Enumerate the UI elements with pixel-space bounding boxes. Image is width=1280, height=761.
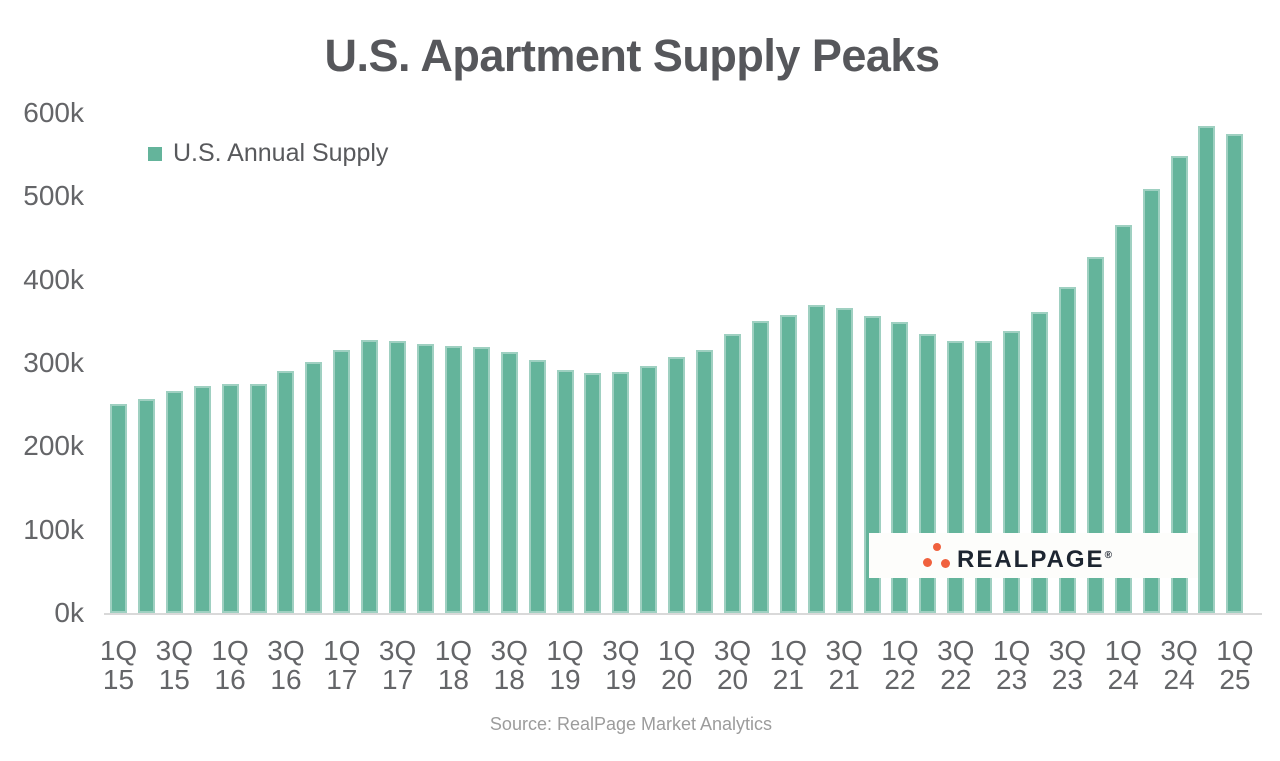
bar (1170, 155, 1188, 613)
bar (277, 370, 295, 613)
bar (556, 369, 574, 613)
bar (137, 398, 155, 613)
bar (668, 357, 686, 613)
x-axis-label: 3Q 24 (1160, 635, 1198, 695)
bar (333, 349, 351, 613)
bar (361, 339, 379, 613)
bar (528, 359, 546, 613)
bar (444, 345, 462, 613)
bar (417, 343, 434, 613)
bar (1198, 126, 1216, 613)
bar (472, 347, 490, 613)
bar (640, 366, 658, 613)
bar (696, 349, 714, 613)
realpage-wordmark: REALPAGE® (957, 546, 1112, 573)
y-axis-label: 100k (23, 513, 84, 545)
source-note: Source: RealPage Market Analytics (489, 714, 773, 734)
registered-mark: ® (1104, 550, 1112, 561)
realpage-three-dots-icon (923, 543, 951, 569)
bar (110, 403, 127, 613)
y-axis-label: 200k (23, 430, 84, 462)
chart-title: U.S. Apartment Supply Peaks (324, 30, 940, 81)
bar (1086, 257, 1104, 613)
x-axis-label: 1Q 15 (99, 635, 138, 695)
bar (249, 383, 267, 613)
legend-swatch-icon (148, 146, 162, 161)
legend-label: U.S. Annual Supply (173, 139, 389, 167)
x-axis-label: 3Q 23 (1048, 635, 1087, 695)
x-axis-label: 1Q 22 (881, 635, 919, 695)
bar (724, 333, 742, 613)
logo-dot-top (933, 543, 941, 551)
bar (221, 383, 239, 613)
x-axis-label: 1Q 16 (211, 635, 249, 695)
bar (584, 373, 602, 613)
bar (193, 386, 211, 613)
bar (389, 340, 407, 613)
y-axis-label: 500k (23, 180, 84, 212)
x-axis-label: 3Q 18 (490, 635, 528, 695)
x-axis-label: 1Q 21 (769, 635, 807, 695)
bar (779, 314, 797, 613)
y-axis-label: 300k (23, 347, 84, 378)
x-axis-label: 3Q 21 (825, 635, 863, 695)
y-axis-label: 0k (54, 597, 84, 628)
x-axis-line (104, 613, 1262, 615)
bar (1226, 133, 1244, 613)
x-axis-label: 3Q 15 (155, 635, 193, 695)
x-axis-label: 3Q 19 (602, 635, 640, 695)
bar (500, 352, 518, 613)
x-axis-label: 3Q 16 (267, 635, 305, 695)
legend: U.S. Annual Supply (148, 139, 388, 168)
bar (835, 308, 853, 613)
x-axis-label: 3Q 22 (937, 635, 975, 695)
bar (751, 320, 769, 613)
bar (612, 372, 630, 613)
y-axis-label: 400k (23, 263, 84, 295)
x-axis-label: 3Q 17 (378, 635, 417, 695)
x-axis-label: 1Q 25 (1216, 635, 1254, 695)
bar (1142, 188, 1160, 613)
x-axis-label: 1Q 23 (992, 635, 1031, 695)
y-axis-label: 600k (23, 97, 84, 128)
bar (1058, 287, 1076, 613)
x-axis-label: 1Q 17 (323, 635, 361, 695)
bar (807, 304, 825, 613)
bar (305, 362, 323, 613)
logo-dot-left (923, 558, 932, 567)
x-axis-label: 1Q 19 (546, 635, 584, 695)
x-axis-label: 3Q 20 (713, 635, 752, 695)
x-axis-label: 1Q 24 (1104, 635, 1142, 695)
realpage-logo: REALPAGE® (869, 533, 1198, 578)
bar (165, 391, 183, 613)
bar (1114, 224, 1132, 613)
x-axis-label: 1Q 20 (658, 635, 696, 695)
x-axis-label: 1Q 18 (434, 635, 473, 695)
logo-dot-right (941, 559, 950, 568)
